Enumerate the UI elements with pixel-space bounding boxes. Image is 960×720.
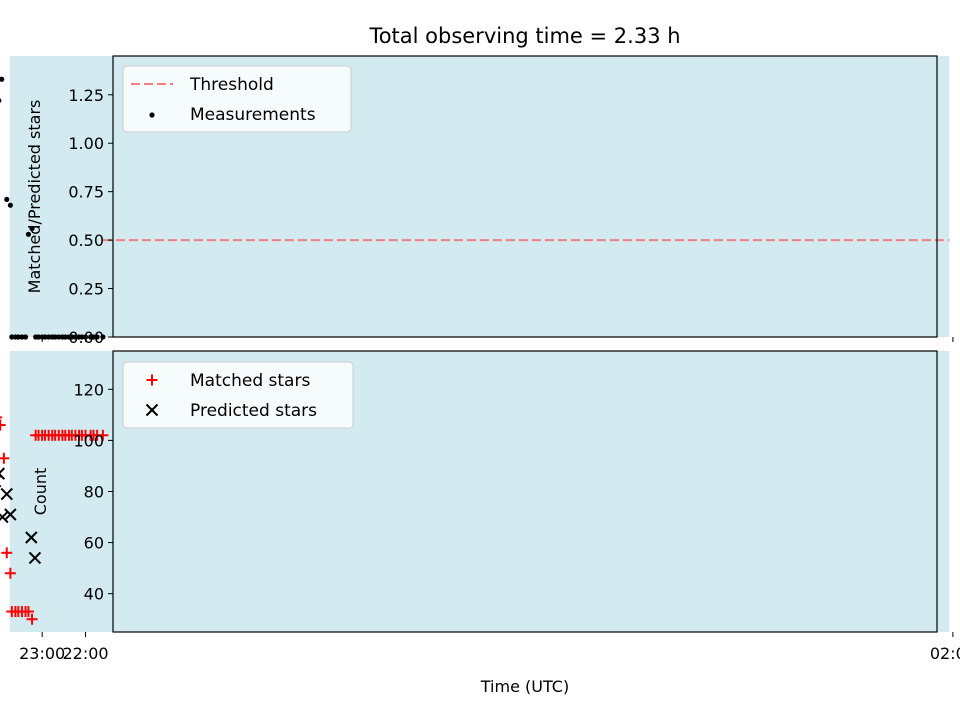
measurement-point: [100, 334, 106, 340]
matched-point: [0, 419, 6, 431]
bottom-y-ticks: 40 60 80 100 120: [73, 380, 113, 604]
measurement-point: [94, 334, 100, 340]
measurement-point: [59, 334, 66, 340]
legend-matched-label: Matched stars: [190, 371, 310, 391]
measurement-point: [29, 225, 35, 232]
bottom-legend-box: [122, 361, 354, 429]
top-y-ticks: 0.00 0.25 0.50 0.75 1.00 1.25: [68, 86, 113, 347]
top-panel: 0.00 0.25 0.50 0.75 1.00 1.25 Matched/Predict…: [0, 55, 954, 347]
predicted-point: [0, 510, 9, 524]
measurement-point: [7, 202, 13, 208]
measurement-point: [12, 334, 19, 340]
measurement-point: [0, 98, 2, 103]
measurement-point: [72, 334, 79, 340]
chart-title: Total observing time = 2.33 h: [368, 24, 680, 48]
measurement-point: [56, 334, 62, 340]
predicted-point: [0, 467, 6, 480]
bottom-y-tick-label: 120: [73, 380, 104, 399]
bottom-legend: Matched stars Predicted stars: [122, 361, 354, 429]
top-y-tick-label: 0.25: [68, 280, 104, 299]
matched-point: [4, 567, 16, 579]
legend-threshold-label: Threshold: [189, 75, 274, 95]
top-legend: Threshold Measurements: [122, 65, 352, 133]
bottom-y-tick-label: 40: [84, 585, 104, 604]
predicted-point: [25, 531, 38, 544]
top-axes-frame: [112, 55, 938, 338]
measurement-point: [87, 334, 94, 340]
measurement-point: [19, 334, 25, 340]
x-axis-label: Time (UTC): [480, 677, 569, 696]
top-y-tick-label: 0.50: [68, 231, 104, 250]
top-y-tick-label: 1.00: [68, 134, 104, 153]
measurement-point: [33, 334, 39, 340]
bottom-y-tick-label: 80: [84, 483, 104, 502]
legend-matched-marker: [146, 374, 158, 386]
top-y-tick-label: 0.00: [68, 328, 104, 347]
predicted-point: [0, 475, 2, 488]
matched-point: [30, 429, 42, 441]
bottom-marks: [0, 416, 109, 625]
predicted-point: [0, 487, 13, 501]
legend-predicted-marker: [145, 403, 159, 417]
bottom-y-tick-label: 100: [73, 431, 104, 450]
matched-point: [0, 416, 3, 419]
top-y-axis-label: Matched/Predicted stars: [25, 100, 44, 294]
measurement-point: [46, 334, 52, 340]
x-tick-label: 22:00: [62, 644, 108, 663]
measurement-point: [4, 196, 10, 203]
x-tick-label: 02:00: [930, 644, 960, 663]
legend-predicted-label: Predicted stars: [190, 401, 317, 421]
predicted-point: [28, 551, 42, 565]
measurement-point: [0, 76, 5, 82]
matched-point: [1, 547, 13, 559]
matched-point: [6, 606, 18, 618]
legend-measurements-label: Measurements: [190, 105, 316, 125]
bottom-y-tick-label: 60: [84, 534, 104, 553]
bottom-y-axis-label: Count: [31, 468, 50, 516]
legend-matched-swatch: [146, 374, 158, 386]
measurement-point: [22, 334, 29, 340]
measurement-point: [9, 334, 15, 340]
matched-point: [26, 613, 38, 625]
top-marks: [0, 76, 950, 340]
measurement-point: [66, 334, 72, 340]
predicted-point: [4, 508, 17, 521]
legend-measurements-swatch: [149, 112, 155, 118]
top-y-tick-label: 0.75: [68, 183, 104, 202]
x-tick-label: 23:00: [19, 644, 65, 663]
measurement-point: [25, 231, 32, 237]
top-y-tick-label: 1.25: [68, 86, 104, 105]
measurement-point: [76, 334, 82, 340]
top-x-ticks: [41, 337, 954, 342]
top-legend-box: [122, 65, 352, 133]
matched-point: [0, 452, 10, 464]
legend-predicted-swatch: [145, 403, 159, 417]
measurement-point: [49, 334, 55, 340]
